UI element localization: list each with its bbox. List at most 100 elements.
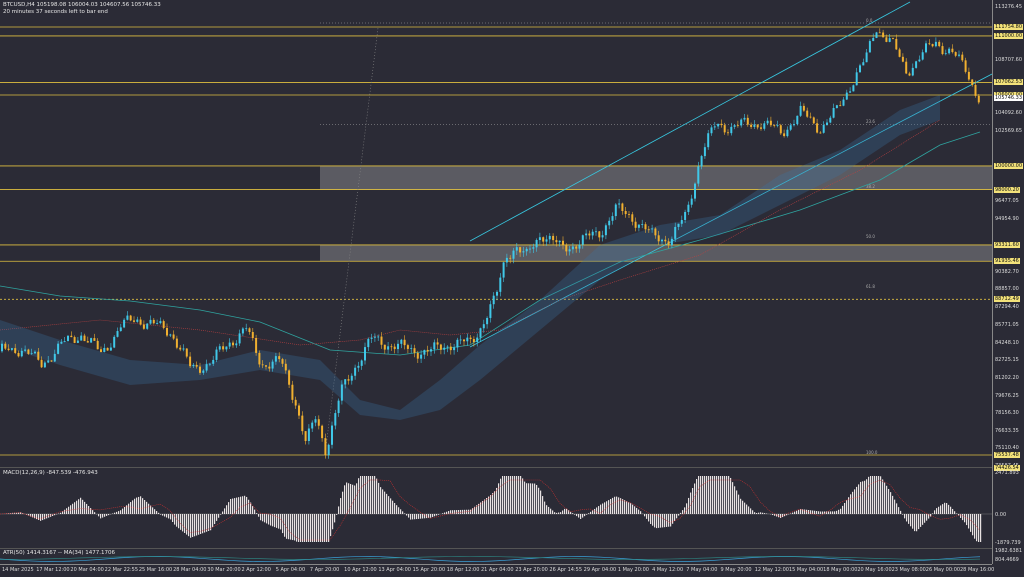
macd-histogram-bar [322, 514, 323, 542]
price-axis[interactable]: 113276.45108707.60104092.60102569.659952… [992, 0, 1024, 564]
candle-bull [90, 338, 92, 343]
candle-bear [968, 72, 970, 80]
atr-chart[interactable] [0, 549, 992, 565]
macd-histogram-bar [122, 509, 123, 514]
macd-histogram-bar [292, 514, 293, 540]
macd-histogram-bar [158, 513, 159, 514]
macd-histogram-bar [360, 476, 361, 514]
candle-bear [179, 348, 181, 350]
candle-bull [671, 239, 673, 245]
candle-bear [291, 385, 293, 400]
candle-bull [344, 379, 346, 384]
macd-panel[interactable]: MACD(12,26,9) -847.539 -476.943 [0, 467, 992, 548]
macd-histogram-bar [572, 513, 573, 514]
macd-histogram-bar [336, 514, 337, 515]
macd-histogram-bar [904, 514, 905, 518]
macd-histogram-bar [890, 492, 891, 514]
atr-panel[interactable]: ATR(50) 1414.3167 -- MA(34) 1477.1706 [0, 548, 992, 565]
macd-histogram-bar [640, 511, 641, 514]
candle-bull [889, 38, 891, 42]
macd-histogram-bar [502, 476, 503, 514]
macd-histogram-bar [256, 513, 257, 514]
time-tick-label: 28 May 16:00 [960, 567, 994, 573]
macd-histogram-bar [116, 512, 117, 514]
candle-bear [470, 338, 472, 339]
macd-histogram-bar [70, 505, 71, 514]
macd-histogram-bar [886, 486, 887, 514]
macd-histogram-bar [714, 476, 715, 514]
price-tick-label: 75110.40 [995, 445, 1019, 451]
price-tick-label: 102569.65 [995, 128, 1022, 134]
macd-chart[interactable] [0, 468, 992, 548]
macd-histogram-bar [132, 500, 133, 514]
macd-histogram-bar [458, 510, 459, 514]
time-tick-label: 1 May 20:00 [618, 567, 649, 573]
candle-bull [351, 376, 353, 381]
candle-bull [711, 127, 713, 133]
macd-histogram-bar [298, 514, 299, 542]
macd-histogram-bar [948, 505, 949, 514]
candle-bear [37, 352, 39, 360]
macd-histogram-bar [412, 514, 413, 519]
time-tick-label: 2 Apr 12:00 [242, 567, 271, 573]
candle-bear [262, 364, 264, 365]
candle-bull [717, 124, 719, 127]
macd-label: MACD(12,26,9) -847.539 -476.943 [3, 470, 98, 477]
macd-histogram-bar [832, 511, 833, 514]
candle-bull [126, 316, 128, 320]
macd-histogram-bar [240, 497, 241, 514]
candle-bear [232, 343, 234, 346]
candle-bull [219, 346, 221, 349]
macd-histogram-bar [236, 498, 237, 514]
macd-histogram-bar [316, 514, 317, 542]
macd-histogram-bar [900, 511, 901, 514]
candle-bear [163, 321, 165, 328]
candle-bull [423, 350, 425, 355]
macd-histogram-bar [260, 514, 261, 520]
time-tick-label: 29 Apr 04:00 [584, 567, 617, 573]
macd-histogram-bar [922, 514, 923, 525]
macd-histogram-bar [686, 503, 687, 514]
macd-histogram-bar [100, 514, 101, 518]
candle-bull [687, 205, 689, 212]
candle-bull [483, 324, 485, 328]
macd-histogram-bar [40, 514, 41, 521]
candle-bear [140, 320, 142, 325]
macd-histogram-bar [852, 492, 853, 514]
macd-histogram-bar [374, 476, 375, 514]
macd-histogram-bar [662, 514, 663, 527]
macd-histogram-bar [402, 511, 403, 514]
candle-bear [648, 229, 650, 230]
macd-histogram-bar [140, 496, 141, 514]
macd-histogram-bar [206, 514, 207, 532]
candle-bull [704, 147, 706, 156]
macd-histogram-bar [250, 503, 251, 514]
macd-histogram-bar [454, 510, 455, 514]
macd-histogram-bar [548, 507, 549, 514]
candle-bull [674, 227, 676, 239]
macd-histogram-bar [720, 476, 721, 514]
macd-histogram-bar [564, 509, 565, 514]
macd-histogram-bar [862, 481, 863, 514]
candle-bear [773, 125, 775, 126]
candle-bear [18, 353, 20, 356]
macd-histogram-bar [38, 514, 39, 520]
candle-bull [786, 130, 788, 136]
candle-bear [737, 125, 739, 126]
price-level-badge: 111000.00 [994, 33, 1023, 39]
candle-bull [308, 428, 310, 441]
macd-histogram-bar [338, 506, 339, 514]
candle-bear [173, 334, 175, 338]
candle-bull [912, 68, 914, 76]
macd-histogram-bar [438, 514, 439, 515]
macd-histogram-bar [170, 514, 171, 519]
time-tick-label: 20 Mar 04:00 [70, 567, 103, 573]
candle-bull [328, 445, 330, 455]
candle-bull [529, 249, 531, 250]
macd-histogram-bar [148, 504, 149, 514]
macd-histogram-bar [550, 509, 551, 514]
fib-level-label: 100.0 [866, 450, 878, 455]
